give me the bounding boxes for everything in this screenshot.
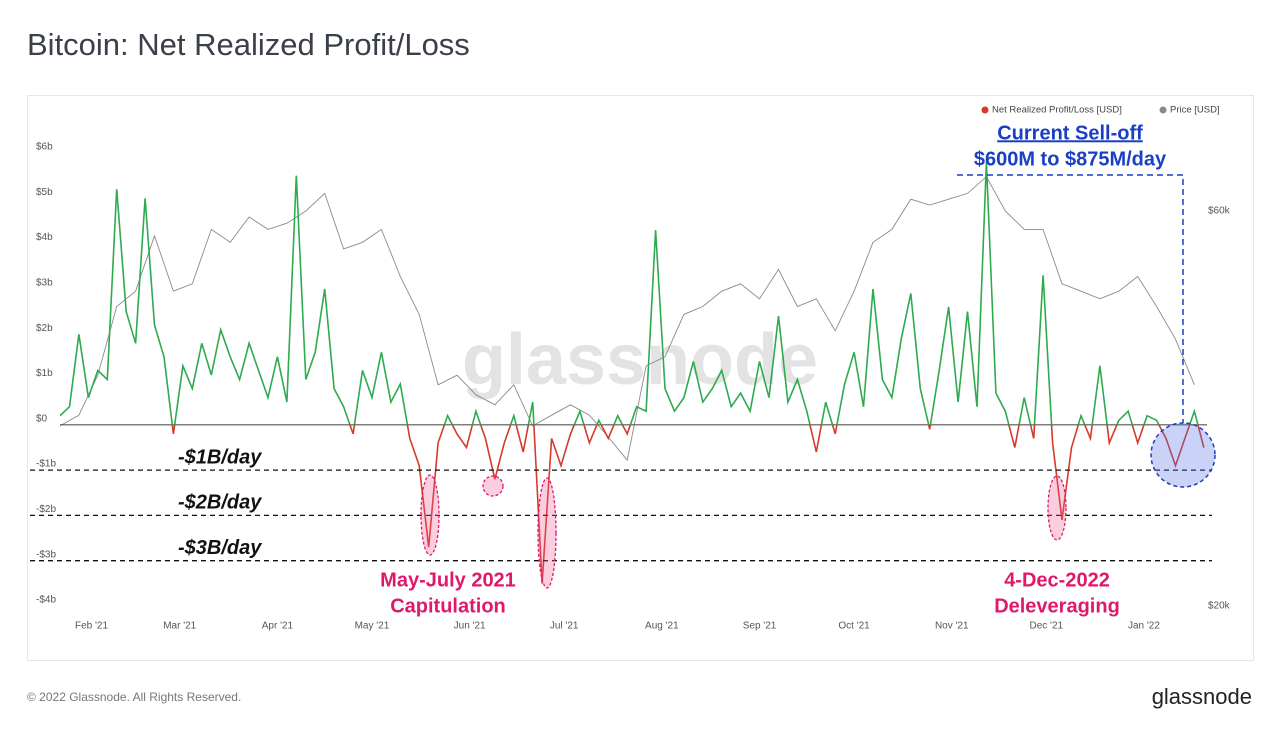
x-tick-label: Nov '21: [935, 621, 969, 632]
legend-label: Price [USD]: [1170, 105, 1220, 116]
footer: © 2022 Glassnode. All Rights Reserved.: [27, 690, 241, 704]
x-tick-label: Sep '21: [743, 621, 777, 632]
y2-tick-label: $20k: [1208, 601, 1231, 612]
highlight: [1047, 475, 1067, 541]
annotation: Deleveraging: [994, 595, 1120, 617]
y-tick-label: $5b: [36, 187, 53, 198]
x-tick-label: May '21: [355, 621, 390, 632]
y-tick-label: $3b: [36, 278, 53, 289]
y-tick-label: -$4b: [36, 595, 56, 606]
x-tick-label: Apr '21: [262, 621, 294, 632]
x-tick-label: Jul '21: [550, 621, 579, 632]
x-tick-label: Aug '21: [645, 621, 679, 632]
level-label: -$3B/day: [178, 537, 262, 559]
legend-label: Net Realized Profit/Loss [USD]: [992, 105, 1122, 116]
legend-swatch: [1159, 106, 1167, 114]
y-tick-label: $2b: [36, 323, 53, 334]
annotation: Current Sell-off: [997, 122, 1143, 144]
plot: $6b $5b $4b $3b $2b $1b $0 -$1b -$2b -$3b -$4b $20k…: [30, 105, 1231, 632]
highlight: [1150, 422, 1216, 488]
profit-line: [60, 162, 1199, 425]
x-tick-label: Jun '21: [454, 621, 486, 632]
y-tick-label: -$3b: [36, 549, 56, 560]
annotation: May-July 2021: [380, 569, 516, 591]
logo: glassnode: [1152, 684, 1252, 709]
highlight: [482, 475, 504, 497]
watermark: glassnode: [462, 320, 818, 400]
y-tick-label: -$1b: [36, 459, 56, 470]
x-tick-label: Feb '21: [75, 621, 108, 632]
annotation: Capitulation: [390, 595, 506, 617]
loss-line: [171, 424, 1205, 584]
x-tick-label: Dec '21: [1029, 621, 1063, 632]
y-tick-label: $1b: [36, 368, 53, 379]
y-tick-label: $6b: [36, 142, 53, 153]
highlight: [537, 477, 557, 589]
highlight: [420, 474, 440, 556]
y-tick-label: -$2b: [36, 504, 56, 515]
level-label: -$1B/day: [178, 446, 262, 468]
selloff-bracket: [957, 174, 1184, 423]
y-tick-label: $4b: [36, 232, 53, 243]
y-tick-label: $0: [36, 413, 48, 424]
legend-swatch: [981, 106, 989, 114]
x-tick-label: Oct '21: [838, 621, 870, 632]
annotation: 4-Dec-2022: [1004, 569, 1110, 591]
page-title: Bitcoin: Net Realized Profit/Loss: [27, 27, 470, 62]
y2-tick-label: $60k: [1208, 206, 1231, 217]
price-line: [59, 175, 1195, 462]
annotation: $600M to $875M/day: [974, 148, 1167, 170]
x-tick-label: Jan '22: [1128, 621, 1160, 632]
x-tick-label: Mar '21: [163, 621, 196, 632]
level-label: -$2B/day: [178, 492, 262, 514]
